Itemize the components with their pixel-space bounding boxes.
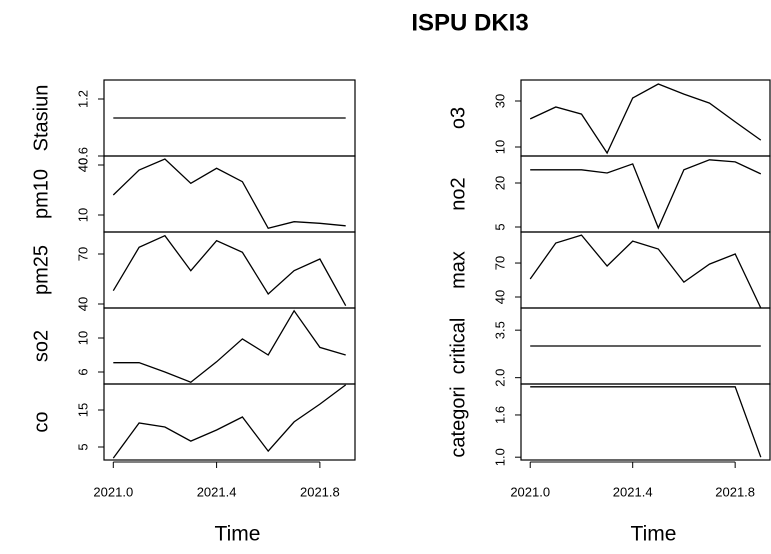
y-tick-label: 40	[75, 297, 90, 311]
panel-frame	[520, 231, 771, 309]
panel-label: Stasiun	[30, 85, 52, 152]
x-axis-label: Time	[215, 523, 261, 546]
y-tick-label: 1.2	[75, 90, 90, 108]
y-tick-label: 40	[492, 290, 507, 304]
y-tick-label: 40	[75, 158, 90, 172]
series-line	[530, 386, 762, 458]
panel-label: categori	[447, 386, 469, 457]
y-tick-label: 2.0	[492, 369, 507, 387]
x-tick-label: 2021.8	[300, 484, 340, 499]
y-tick-label: 70	[75, 247, 90, 261]
x-tick-label: 2021.4	[613, 484, 653, 499]
panel-label: o3	[447, 107, 469, 129]
panel-frame	[103, 383, 356, 461]
series-line	[112, 384, 347, 459]
y-tick-label: 1.0	[492, 448, 507, 466]
y-tick-label: 70	[492, 256, 507, 270]
panel-label: no2	[447, 177, 469, 210]
y-tick-label: 5	[492, 223, 507, 230]
y-tick-label: 1.6	[492, 406, 507, 424]
y-tick-label: 5	[75, 443, 90, 450]
series-line	[529, 234, 762, 309]
x-tick-label: 2021.0	[510, 484, 550, 499]
x-tick-label: 2021.0	[93, 484, 133, 499]
x-tick-label: 2021.8	[715, 484, 755, 499]
y-tick-label: 6	[75, 368, 90, 375]
y-tick-label: 15	[75, 403, 90, 417]
panel-frame	[103, 307, 356, 385]
x-axis-label: Time	[631, 523, 677, 546]
y-tick-label: 10	[492, 140, 507, 154]
series-line	[112, 234, 347, 307]
panel-frame	[520, 155, 771, 233]
y-tick-label: 3.5	[492, 321, 507, 339]
panel-label: pm25	[30, 245, 52, 295]
panel-frame	[103, 231, 356, 309]
y-tick-label: 30	[492, 94, 507, 108]
y-tick-label: 10	[75, 331, 90, 345]
series-line	[112, 158, 346, 230]
series-line	[530, 159, 762, 230]
panel-label: critical	[447, 318, 469, 375]
x-tick-label: 2021.4	[197, 484, 237, 499]
panel-frame	[103, 155, 356, 233]
y-tick-label: 20	[492, 176, 507, 190]
panel-label: pm10	[30, 169, 52, 219]
panel-label: max	[447, 251, 469, 289]
panel-label: co	[30, 411, 52, 432]
panel-label: so2	[30, 330, 52, 362]
chart-title: ISPU DKI3	[411, 9, 528, 36]
y-tick-label: 0.6	[75, 147, 90, 165]
panel-frame	[520, 383, 771, 461]
series-line	[529, 83, 762, 155]
y-tick-label: 10	[75, 208, 90, 222]
series-line	[113, 309, 346, 383]
